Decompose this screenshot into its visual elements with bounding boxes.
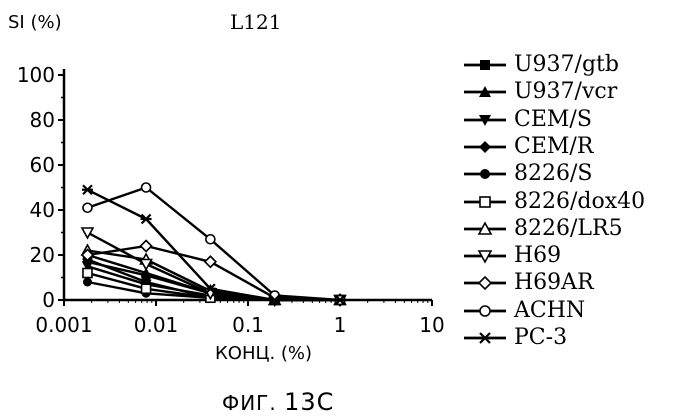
legend-symbol <box>480 60 490 70</box>
legend-label: CEM/S <box>514 107 592 132</box>
x-axis-label: КОНЦ. (%) <box>215 343 312 364</box>
legend-marker <box>462 81 508 103</box>
y-tick-label: 100 <box>17 63 55 87</box>
data-point <box>83 269 92 278</box>
legend-label: U937/gtb <box>514 52 619 77</box>
legend-symbol <box>480 306 490 316</box>
legend-marker <box>462 218 508 240</box>
data-point <box>83 278 92 287</box>
legend-label: H69AR <box>514 270 594 295</box>
legend-symbol <box>479 333 491 343</box>
y-tick-label: 80 <box>30 108 55 132</box>
data-point <box>142 284 151 293</box>
x-tick-label: 1 <box>334 313 347 337</box>
legend-symbol <box>480 169 490 179</box>
legend-label: 8226/S <box>514 161 592 186</box>
legend-label: 8226/dox40 <box>514 189 645 214</box>
x-tick-label: 10 <box>419 313 444 337</box>
legend-symbol <box>479 277 491 289</box>
data-point <box>141 241 152 252</box>
legend-marker <box>462 136 508 158</box>
y-tick-label: 20 <box>30 243 55 267</box>
legend-label: 8226/LR5 <box>514 216 623 241</box>
legend-item: ACHN <box>462 298 692 324</box>
series-pc-3 <box>82 185 346 304</box>
legend-label: CEM/R <box>514 134 593 159</box>
legend-marker <box>462 300 508 322</box>
legend-item: U937/gtb <box>462 52 692 78</box>
y-tick-label: 60 <box>30 153 55 177</box>
chart-title: L121 <box>230 10 281 34</box>
legend-marker <box>462 163 508 185</box>
legend-marker <box>462 327 508 349</box>
series-8226-lr5 <box>82 245 346 305</box>
legend-item: 8226/LR5 <box>462 216 692 242</box>
legend-marker <box>462 272 508 294</box>
x-tick-label: 0.1 <box>232 313 264 337</box>
legend-label: ACHN <box>514 298 585 323</box>
data-point <box>141 215 152 224</box>
figure-caption: ФИГ. 13C <box>222 388 334 416</box>
data-point <box>83 203 92 212</box>
figure-caption-prefix: ФИГ. <box>222 391 277 415</box>
legend-item: H69 <box>462 243 692 269</box>
legend-label: U937/vcr <box>514 79 617 104</box>
y-axis-label: SI (%) <box>8 12 62 33</box>
legend-label: PC-3 <box>514 325 567 350</box>
legend-marker <box>462 54 508 76</box>
legend-item: CEM/S <box>462 107 692 133</box>
legend-marker <box>462 191 508 213</box>
x-tick-label: 0.01 <box>134 313 179 337</box>
data-point <box>206 235 215 244</box>
legend-item: PC-3 <box>462 325 692 351</box>
legend-item: H69AR <box>462 270 692 296</box>
figure-caption-number: 13C <box>284 388 334 416</box>
legend-item: CEM/R <box>462 134 692 160</box>
legend-item: 8226/dox40 <box>462 189 692 215</box>
data-point <box>142 183 151 192</box>
legend-marker <box>462 109 508 131</box>
data-point <box>205 256 216 267</box>
y-tick-label: 40 <box>30 198 55 222</box>
data-point <box>82 185 93 194</box>
x-tick-label: 0.001 <box>35 313 92 337</box>
legend-symbol <box>480 197 490 207</box>
legend-item: U937/vcr <box>462 79 692 105</box>
legend-marker <box>462 245 508 267</box>
legend-label: H69 <box>514 243 561 268</box>
data-point <box>82 228 93 238</box>
y-tick-label: 0 <box>42 288 55 312</box>
legend-item: 8226/S <box>462 161 692 187</box>
legend-symbol <box>479 141 491 153</box>
